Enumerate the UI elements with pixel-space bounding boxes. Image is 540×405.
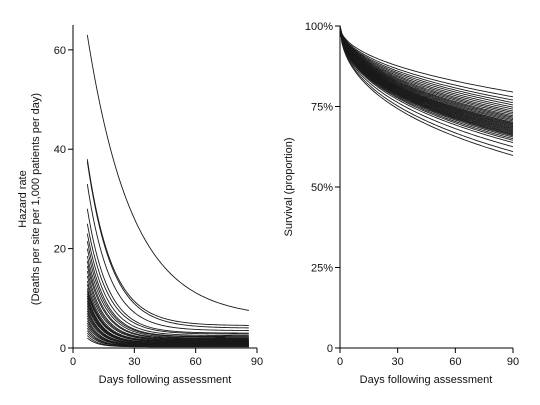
- survival-line-34: [339, 25, 514, 143]
- hazard-line-9: [86, 248, 249, 338]
- hazard-line-13: [86, 270, 249, 340]
- hazard-line-5: [86, 208, 249, 334]
- hazard-line-6: [86, 223, 249, 335]
- x-tick-label: 60: [190, 356, 202, 368]
- hazard-line-19: [86, 293, 249, 343]
- survival-curves: [339, 25, 514, 156]
- hazard-line-2: [86, 159, 249, 326]
- survival-line-1: [339, 25, 514, 93]
- y-axis-title-line-1: Hazard rate: [17, 170, 29, 227]
- y-tick-label: 40: [54, 144, 66, 156]
- hazard-line-16: [86, 284, 249, 342]
- survival-line-14: [339, 25, 514, 121]
- x-axis-title: Days following assessment: [360, 374, 493, 386]
- y-tick-label: 25%: [311, 263, 333, 275]
- survival-line-3: [339, 25, 514, 101]
- survival-line-11: [339, 25, 514, 117]
- hazard-line-15: [86, 280, 249, 341]
- survival-line-9: [339, 25, 514, 114]
- x-tick-label: 30: [128, 356, 140, 368]
- hazard-line-14: [86, 275, 249, 341]
- hazard-line-10: [86, 255, 249, 339]
- hazard-curves: [86, 34, 249, 348]
- survival-line-8: [339, 25, 514, 112]
- x-tick-label: 30: [392, 356, 404, 368]
- survival-line-10: [339, 25, 514, 115]
- y-tick-label: 0: [327, 343, 333, 355]
- y-tick-label: 50%: [311, 182, 333, 194]
- y-axis-title-line-2: (Deaths per site per 1,000 patients per …: [30, 93, 42, 305]
- survival-line-33: [339, 25, 514, 141]
- y-tick-label: 20: [54, 244, 66, 256]
- survival-line-25: [339, 25, 514, 132]
- survival-line-6: [339, 25, 514, 108]
- y-tick-label: 75%: [311, 102, 333, 114]
- survival-line-15: [339, 25, 514, 122]
- x-axis-title: Days following assessment: [99, 374, 232, 386]
- survival-line-35: [339, 25, 514, 148]
- y-tick-label: 100%: [305, 21, 333, 33]
- y-axis-title: Survival (proportion): [283, 137, 295, 236]
- axes: 0 30 60 90 0 25% 50% 75% 100%: [305, 21, 519, 368]
- survival-panel: Survival (proportion) Days following ass…: [283, 21, 519, 386]
- survival-line-31: [339, 25, 514, 138]
- hazard-line-8: [86, 241, 249, 338]
- survival-line-13: [339, 25, 514, 119]
- survival-line-5: [339, 25, 514, 106]
- hazard-line-7: [86, 233, 249, 336]
- hazard-line-3: [86, 161, 249, 329]
- survival-line-32: [339, 25, 514, 140]
- hazard-line-12: [86, 265, 249, 340]
- axes: 0 30 60 90 0 20 40 60: [54, 25, 263, 368]
- x-tick-label: 60: [449, 356, 461, 368]
- hazard-line-4: [86, 183, 249, 331]
- x-tick-label: 90: [251, 356, 263, 368]
- hazard-line-11: [86, 260, 249, 339]
- hazard-line-37: [87, 337, 249, 348]
- x-tick-label: 0: [70, 356, 76, 368]
- survival-line-12: [339, 25, 514, 118]
- survival-line-30: [339, 25, 514, 137]
- y-tick-label: 60: [54, 45, 66, 57]
- hazard-rate-panel: Hazard rate (Deaths per site per 1,000 p…: [17, 25, 263, 386]
- y-axis-title: Hazard rate (Deaths per site per 1,000 p…: [17, 93, 42, 305]
- hazard-line-1: [86, 34, 249, 311]
- survival-line-36: [339, 25, 514, 153]
- survival-line-7: [339, 25, 514, 110]
- y-tick-label: 0: [60, 343, 66, 355]
- x-tick-label: 90: [507, 356, 519, 368]
- x-tick-label: 0: [337, 356, 343, 368]
- survival-line-37: [339, 25, 514, 156]
- survival-line-4: [339, 25, 514, 104]
- survival-line-2: [339, 25, 514, 98]
